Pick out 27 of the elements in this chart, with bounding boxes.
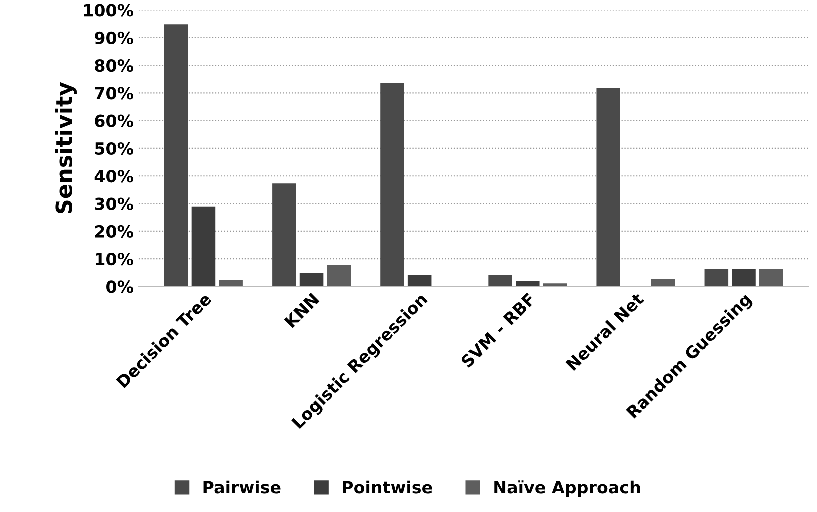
bar: [192, 206, 216, 287]
y-tick-label: 40%: [94, 170, 134, 183]
legend-label: Pairwise: [204, 480, 281, 494]
bar: [704, 269, 729, 287]
legend-label: Pointwise: [343, 480, 432, 494]
bar: [272, 184, 296, 287]
legend-label: Naïve Approach: [494, 480, 640, 497]
y-axis-title: Sensitivity: [55, 82, 77, 214]
bar: [759, 269, 784, 287]
bar: [732, 269, 756, 287]
y-tick-label: 10%: [96, 253, 134, 266]
bar: [488, 275, 512, 287]
bar: [164, 24, 188, 287]
y-tick-label: 60%: [95, 114, 134, 128]
y-tick-label: 80%: [95, 60, 134, 72]
bar: [408, 275, 432, 287]
y-tick-label: 20%: [95, 225, 134, 238]
bar: [300, 273, 324, 287]
bar: [596, 88, 620, 287]
y-tick-label: 50%: [95, 142, 134, 156]
y-tick-label: 100%: [84, 4, 134, 17]
y-tick-label: 90%: [95, 32, 134, 44]
y-tick-label: 0%: [106, 280, 134, 294]
y-tick-label: 70%: [95, 87, 134, 100]
y-tick-label: 30%: [95, 198, 134, 210]
bar: [380, 83, 404, 287]
bar: [327, 265, 351, 287]
